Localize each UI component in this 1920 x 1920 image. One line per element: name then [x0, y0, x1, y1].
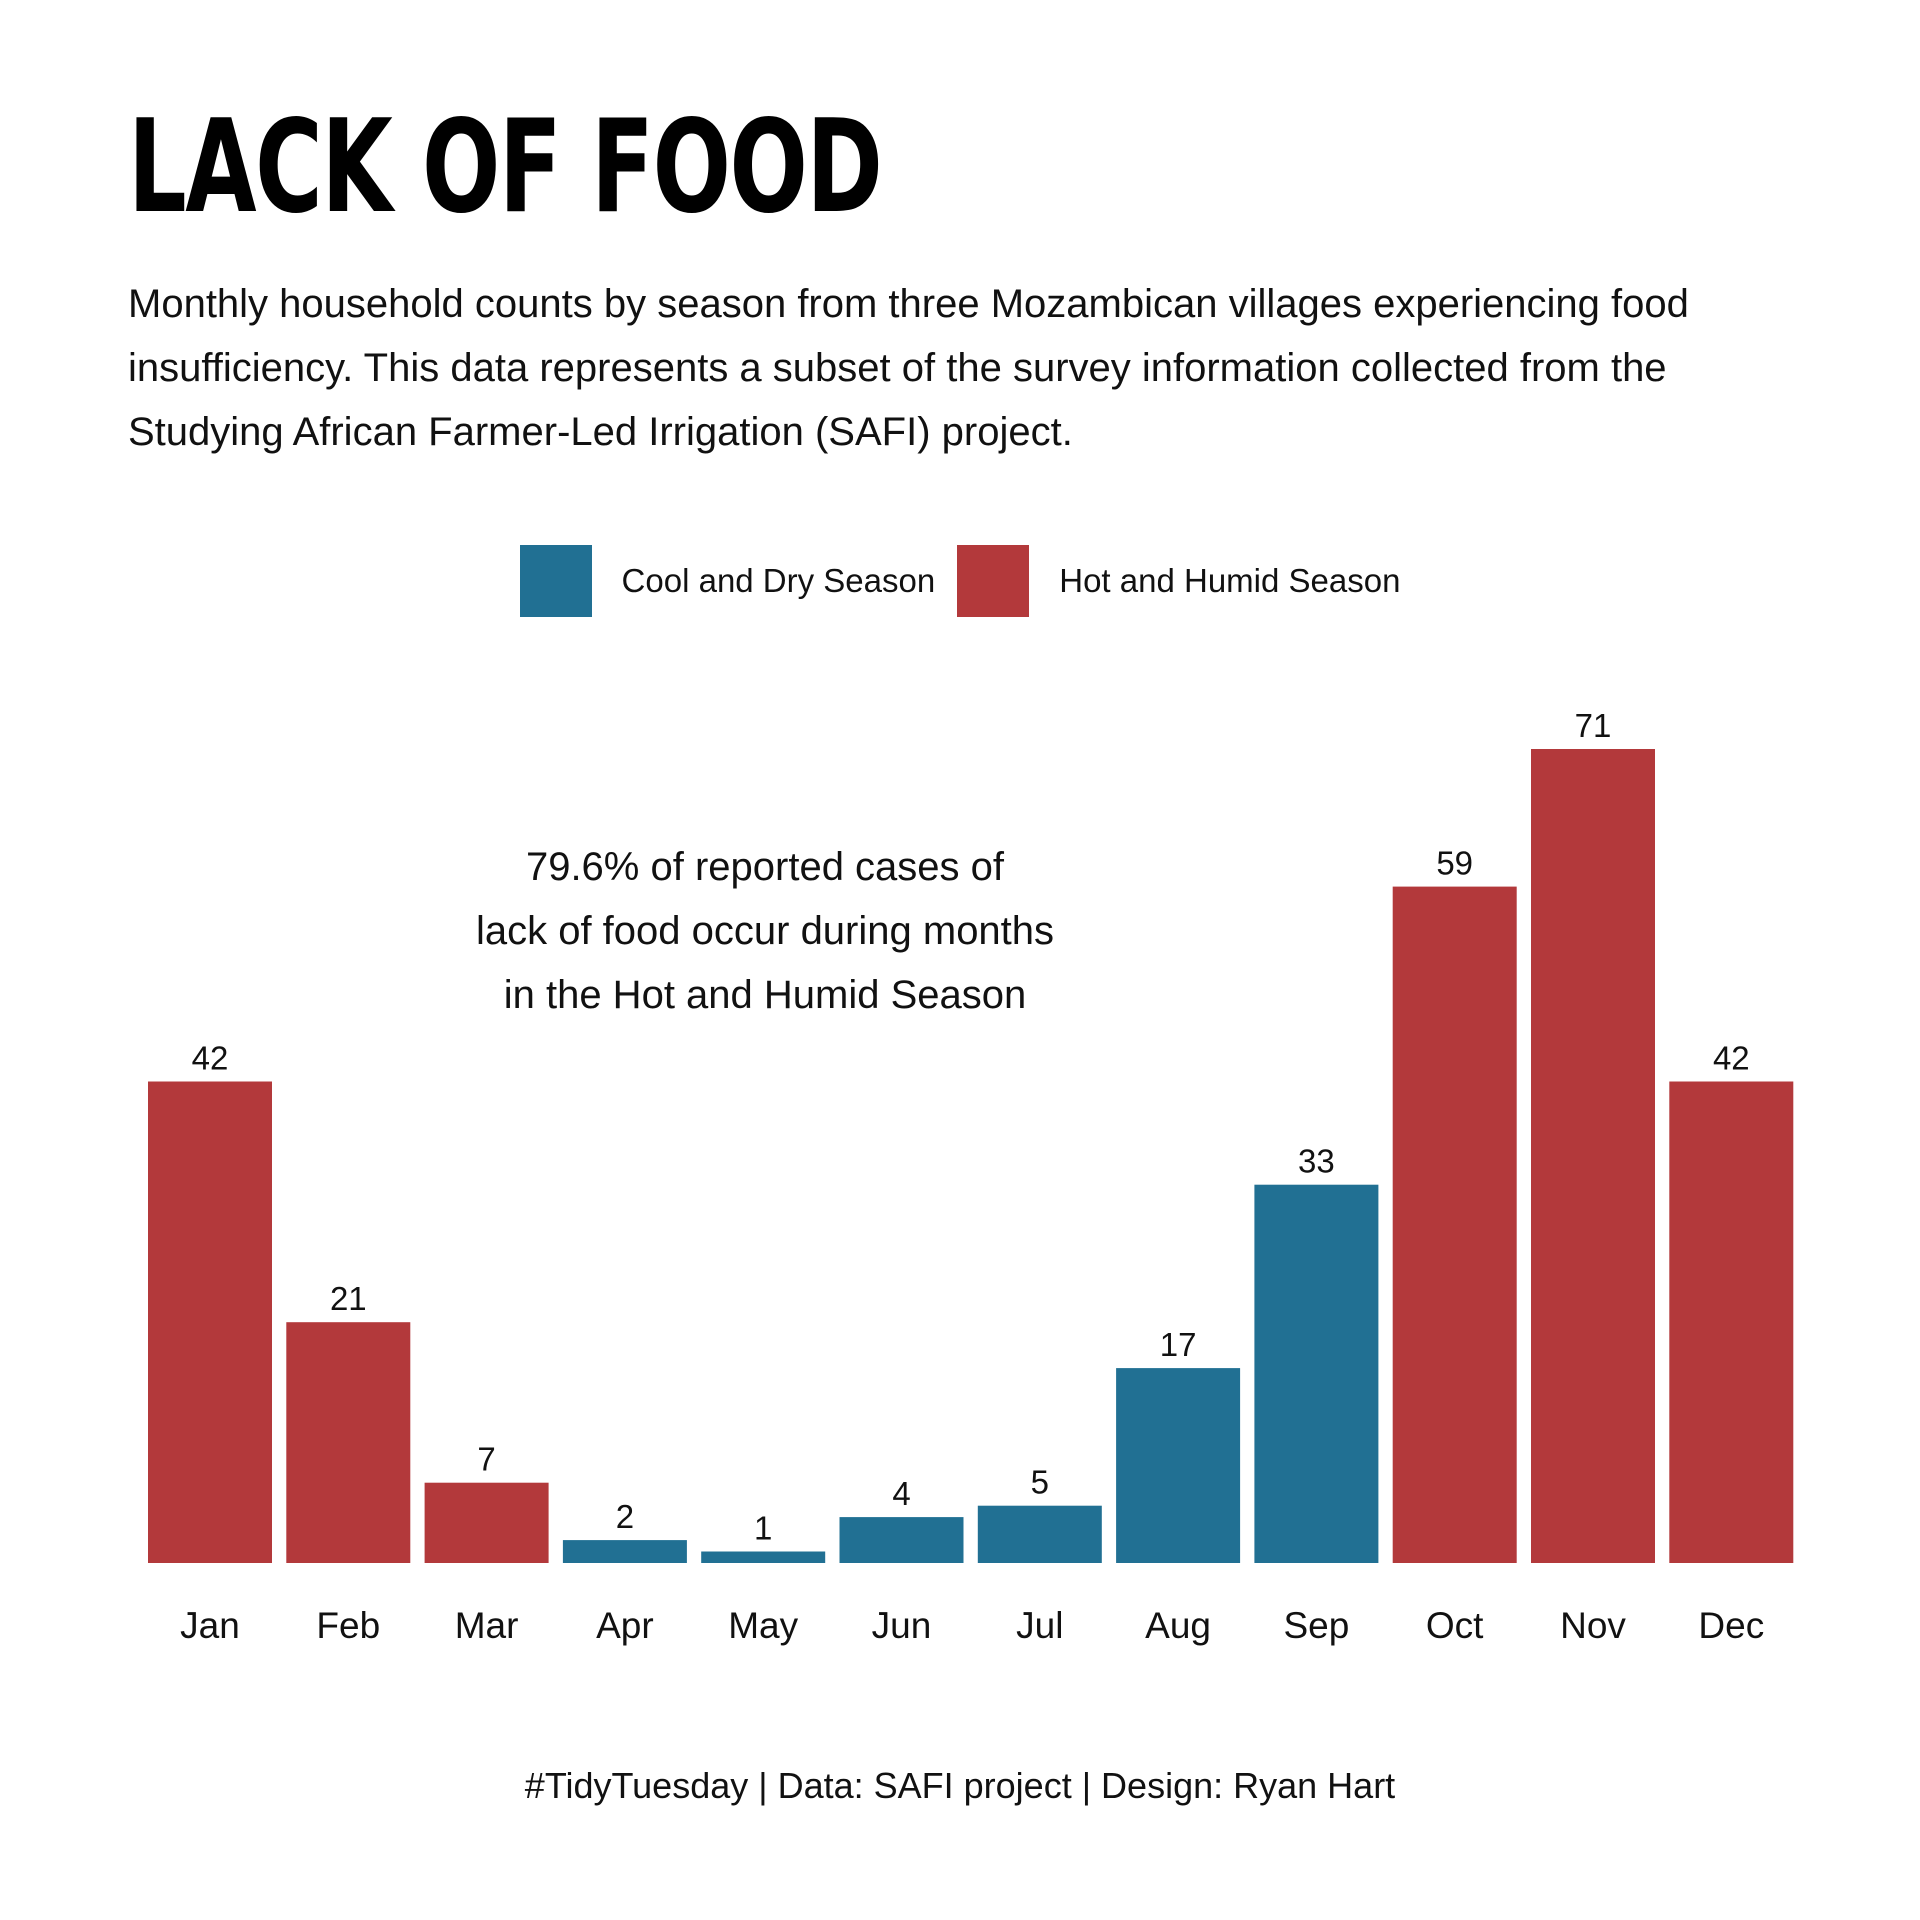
data-label-nov: 71: [1575, 707, 1612, 744]
data-label-aug: 17: [1160, 1326, 1197, 1363]
data-label-sep: 33: [1298, 1143, 1335, 1180]
bar-jul: [977, 1505, 1102, 1563]
x-tick-label-aug: Aug: [1145, 1605, 1211, 1646]
bar-apr: [562, 1540, 687, 1563]
bar-nov: [1531, 749, 1655, 1563]
legend-label-cool-dry: Cool and Dry Season: [621, 562, 936, 599]
x-tick-label-nov: Nov: [1560, 1605, 1626, 1646]
data-label-oct: 59: [1436, 845, 1473, 882]
x-tick-label-sep: Sep: [1283, 1605, 1349, 1646]
bar-may: [701, 1551, 826, 1563]
legend-item-cool-dry: Cool and Dry Season: [519, 545, 936, 617]
x-tick-label-jul: Jul: [1016, 1605, 1063, 1646]
data-label-mar: 7: [477, 1441, 495, 1478]
data-label-apr: 2: [616, 1498, 634, 1535]
chart-caption: #TidyTuesday | Data: SAFI project | Desi…: [524, 1765, 1396, 1806]
x-tick-label-feb: Feb: [316, 1605, 380, 1646]
bar-mar: [424, 1482, 549, 1563]
legend-swatch-cool-dry: [519, 545, 592, 617]
bar-jan: [148, 1081, 272, 1563]
x-tick-label-may: May: [728, 1605, 798, 1646]
data-label-dec: 42: [1713, 1040, 1750, 1077]
data-label-jan: 42: [192, 1040, 229, 1077]
x-tick-label-apr: Apr: [596, 1605, 654, 1646]
bar-aug: [1116, 1368, 1241, 1563]
bar-oct: [1392, 886, 1517, 1563]
annotation-line-2: lack of food occur during months: [475, 909, 1055, 953]
chart-annotation: 79.6% of reported cases of lack of food …: [415, 835, 1115, 1027]
chart-title: LACK OF FOOD: [128, 93, 883, 242]
legend: Cool and Dry Season Hot and Humid Season: [0, 545, 1920, 617]
data-label-jul: 5: [1031, 1464, 1049, 1501]
x-tick-label-jan: Jan: [180, 1605, 240, 1646]
bar-sep: [1254, 1184, 1379, 1563]
x-tick-label-mar: Mar: [455, 1605, 519, 1646]
bar-feb: [286, 1322, 411, 1563]
annotation-line-1: 79.6% of reported cases of: [525, 845, 1005, 889]
bar-dec: [1669, 1081, 1794, 1563]
data-label-jun: 4: [892, 1475, 910, 1512]
legend-item-hot-humid: Hot and Humid Season: [957, 545, 1400, 617]
bar-jun: [839, 1517, 964, 1563]
chart-subtitle: Monthly household counts by season from …: [128, 282, 1689, 454]
data-label-may: 1: [754, 1510, 772, 1547]
x-tick-label-dec: Dec: [1698, 1605, 1764, 1646]
annotation-line-3: in the Hot and Humid Season: [503, 973, 1027, 1017]
legend-swatch-hot-humid: [957, 545, 1030, 617]
data-label-feb: 21: [330, 1280, 367, 1317]
legend-label-hot-humid: Hot and Humid Season: [1059, 562, 1401, 599]
x-tick-label-jun: Jun: [872, 1605, 932, 1646]
x-tick-label-oct: Oct: [1426, 1605, 1484, 1646]
